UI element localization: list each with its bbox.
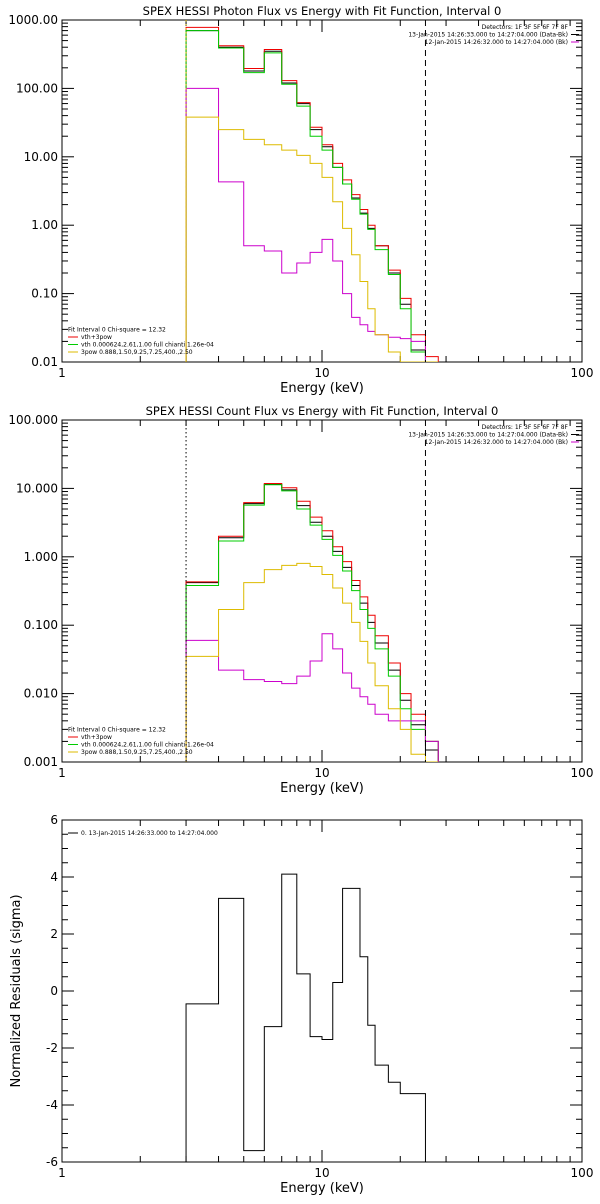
y-tick-label: 100.00	[16, 81, 58, 95]
chart-panel-2: SPEX HESSI Count Flux vs Energy with Fit…	[8, 404, 593, 796]
y-tick-label: 1.000	[24, 550, 58, 564]
series-group	[185, 873, 426, 1162]
legend-text: vth+3pow	[81, 734, 112, 741]
series-line-4	[185, 633, 439, 762]
header-text: 12-Jan-2015 14:26:32.000 to 14:27:04.000…	[425, 39, 568, 46]
header-text: Detectors: 1F 3F 5F 6F 7F 8F	[482, 424, 569, 431]
series-line-4	[185, 87, 439, 362]
x-tick-label: 10	[314, 366, 329, 380]
series-group	[185, 26, 439, 362]
y-tick-label: -4	[46, 1098, 58, 1112]
legend-text: vth+3pow	[81, 334, 112, 341]
y-tick-label: 0	[50, 984, 58, 998]
y-axis-label: Normalized Residuals (sigma)	[9, 894, 24, 1087]
legend-text: vth 0.000624,2.61,1.00 full chianti 1.26…	[81, 742, 214, 749]
x-tick-label: 1	[58, 1166, 66, 1180]
x-axis-label: Energy (keV)	[280, 381, 364, 396]
series-group	[185, 482, 439, 762]
x-axis-label: Energy (keV)	[280, 781, 364, 796]
x-tick-label: 1	[58, 366, 66, 380]
legend-text: vth 0.000624,2.61,1.00 full chianti 1.26…	[81, 342, 214, 349]
y-tick-label: 4	[50, 870, 58, 884]
y-tick-label: 10.00	[24, 150, 58, 164]
series-line-1	[185, 873, 426, 1162]
header-text: 13-Jan-2015 14:26:33.000 to 14:27:04.000…	[408, 32, 568, 39]
y-tick-label: -2	[46, 1041, 58, 1055]
legend-text: 3pow 0.888,1.50,9.25,7.25,400.,2.50	[81, 349, 193, 356]
y-tick-label: 0.10	[31, 287, 58, 301]
series-line-3	[185, 30, 439, 362]
y-tick-label: 1.00	[31, 218, 58, 232]
legend-text: Fit Interval 0 Chi-square = 12.32	[68, 727, 166, 734]
series-line-1	[185, 30, 439, 362]
x-tick-label: 100	[571, 1166, 594, 1180]
x-tick-label: 1	[58, 766, 66, 780]
x-tick-label: 100	[571, 366, 594, 380]
x-tick-label: 10	[314, 1166, 329, 1180]
y-tick-label: 0.010	[24, 687, 58, 701]
chart-title: SPEX HESSI Photon Flux vs Energy with Fi…	[143, 4, 502, 18]
x-tick-label: 100	[571, 766, 594, 780]
chart-title: SPEX HESSI Count Flux vs Energy with Fit…	[146, 404, 499, 418]
header-text: 13-Jan-2015 14:26:33.000 to 14:27:04.000…	[408, 432, 568, 439]
y-tick-label: 0.001	[24, 755, 58, 769]
y-tick-label: 6	[50, 813, 58, 827]
header-text: Detectors: 1F 3F 5F 6F 7F 8F	[482, 24, 569, 31]
series-line-3	[185, 484, 439, 762]
header-text: 12-Jan-2015 14:26:32.000 to 14:27:04.000…	[425, 439, 568, 446]
legend-text: Fit Interval 0 Chi-square = 12.32	[68, 327, 166, 334]
y-tick-label: 0.01	[31, 355, 58, 369]
plot-frame	[61, 419, 583, 763]
chart-panel-3: 1 10 100 Energy (keV) -6 -4 -2 0 2 4 6 Normalized R…	[9, 813, 593, 1196]
y-tick-label: 100.000	[8, 413, 58, 427]
x-axis-label: Energy (keV)	[280, 1181, 364, 1196]
legend-text: 0. 13-Jan-2015 14:26:33.000 to 14:27:04.…	[81, 830, 218, 837]
chart-panel-1: SPEX HESSI Photon Flux vs Energy with Fi…	[8, 4, 593, 396]
plot-frame	[61, 19, 583, 363]
series-line-2	[185, 26, 439, 362]
y-tick-label: -6	[46, 1155, 58, 1169]
series-line-5	[185, 116, 439, 362]
y-tick-label: 2	[50, 927, 58, 941]
y-tick-label: 10.000	[16, 481, 58, 495]
series-line-5	[185, 562, 439, 762]
y-tick-label: 1000.00	[8, 13, 58, 27]
plot-frame	[61, 819, 583, 1163]
x-tick-label: 10	[314, 766, 329, 780]
legend-text: 3pow 0.888,1.50,9.25,7.25,400.,2.50	[81, 749, 193, 756]
y-tick-label: 0.100	[24, 618, 58, 632]
